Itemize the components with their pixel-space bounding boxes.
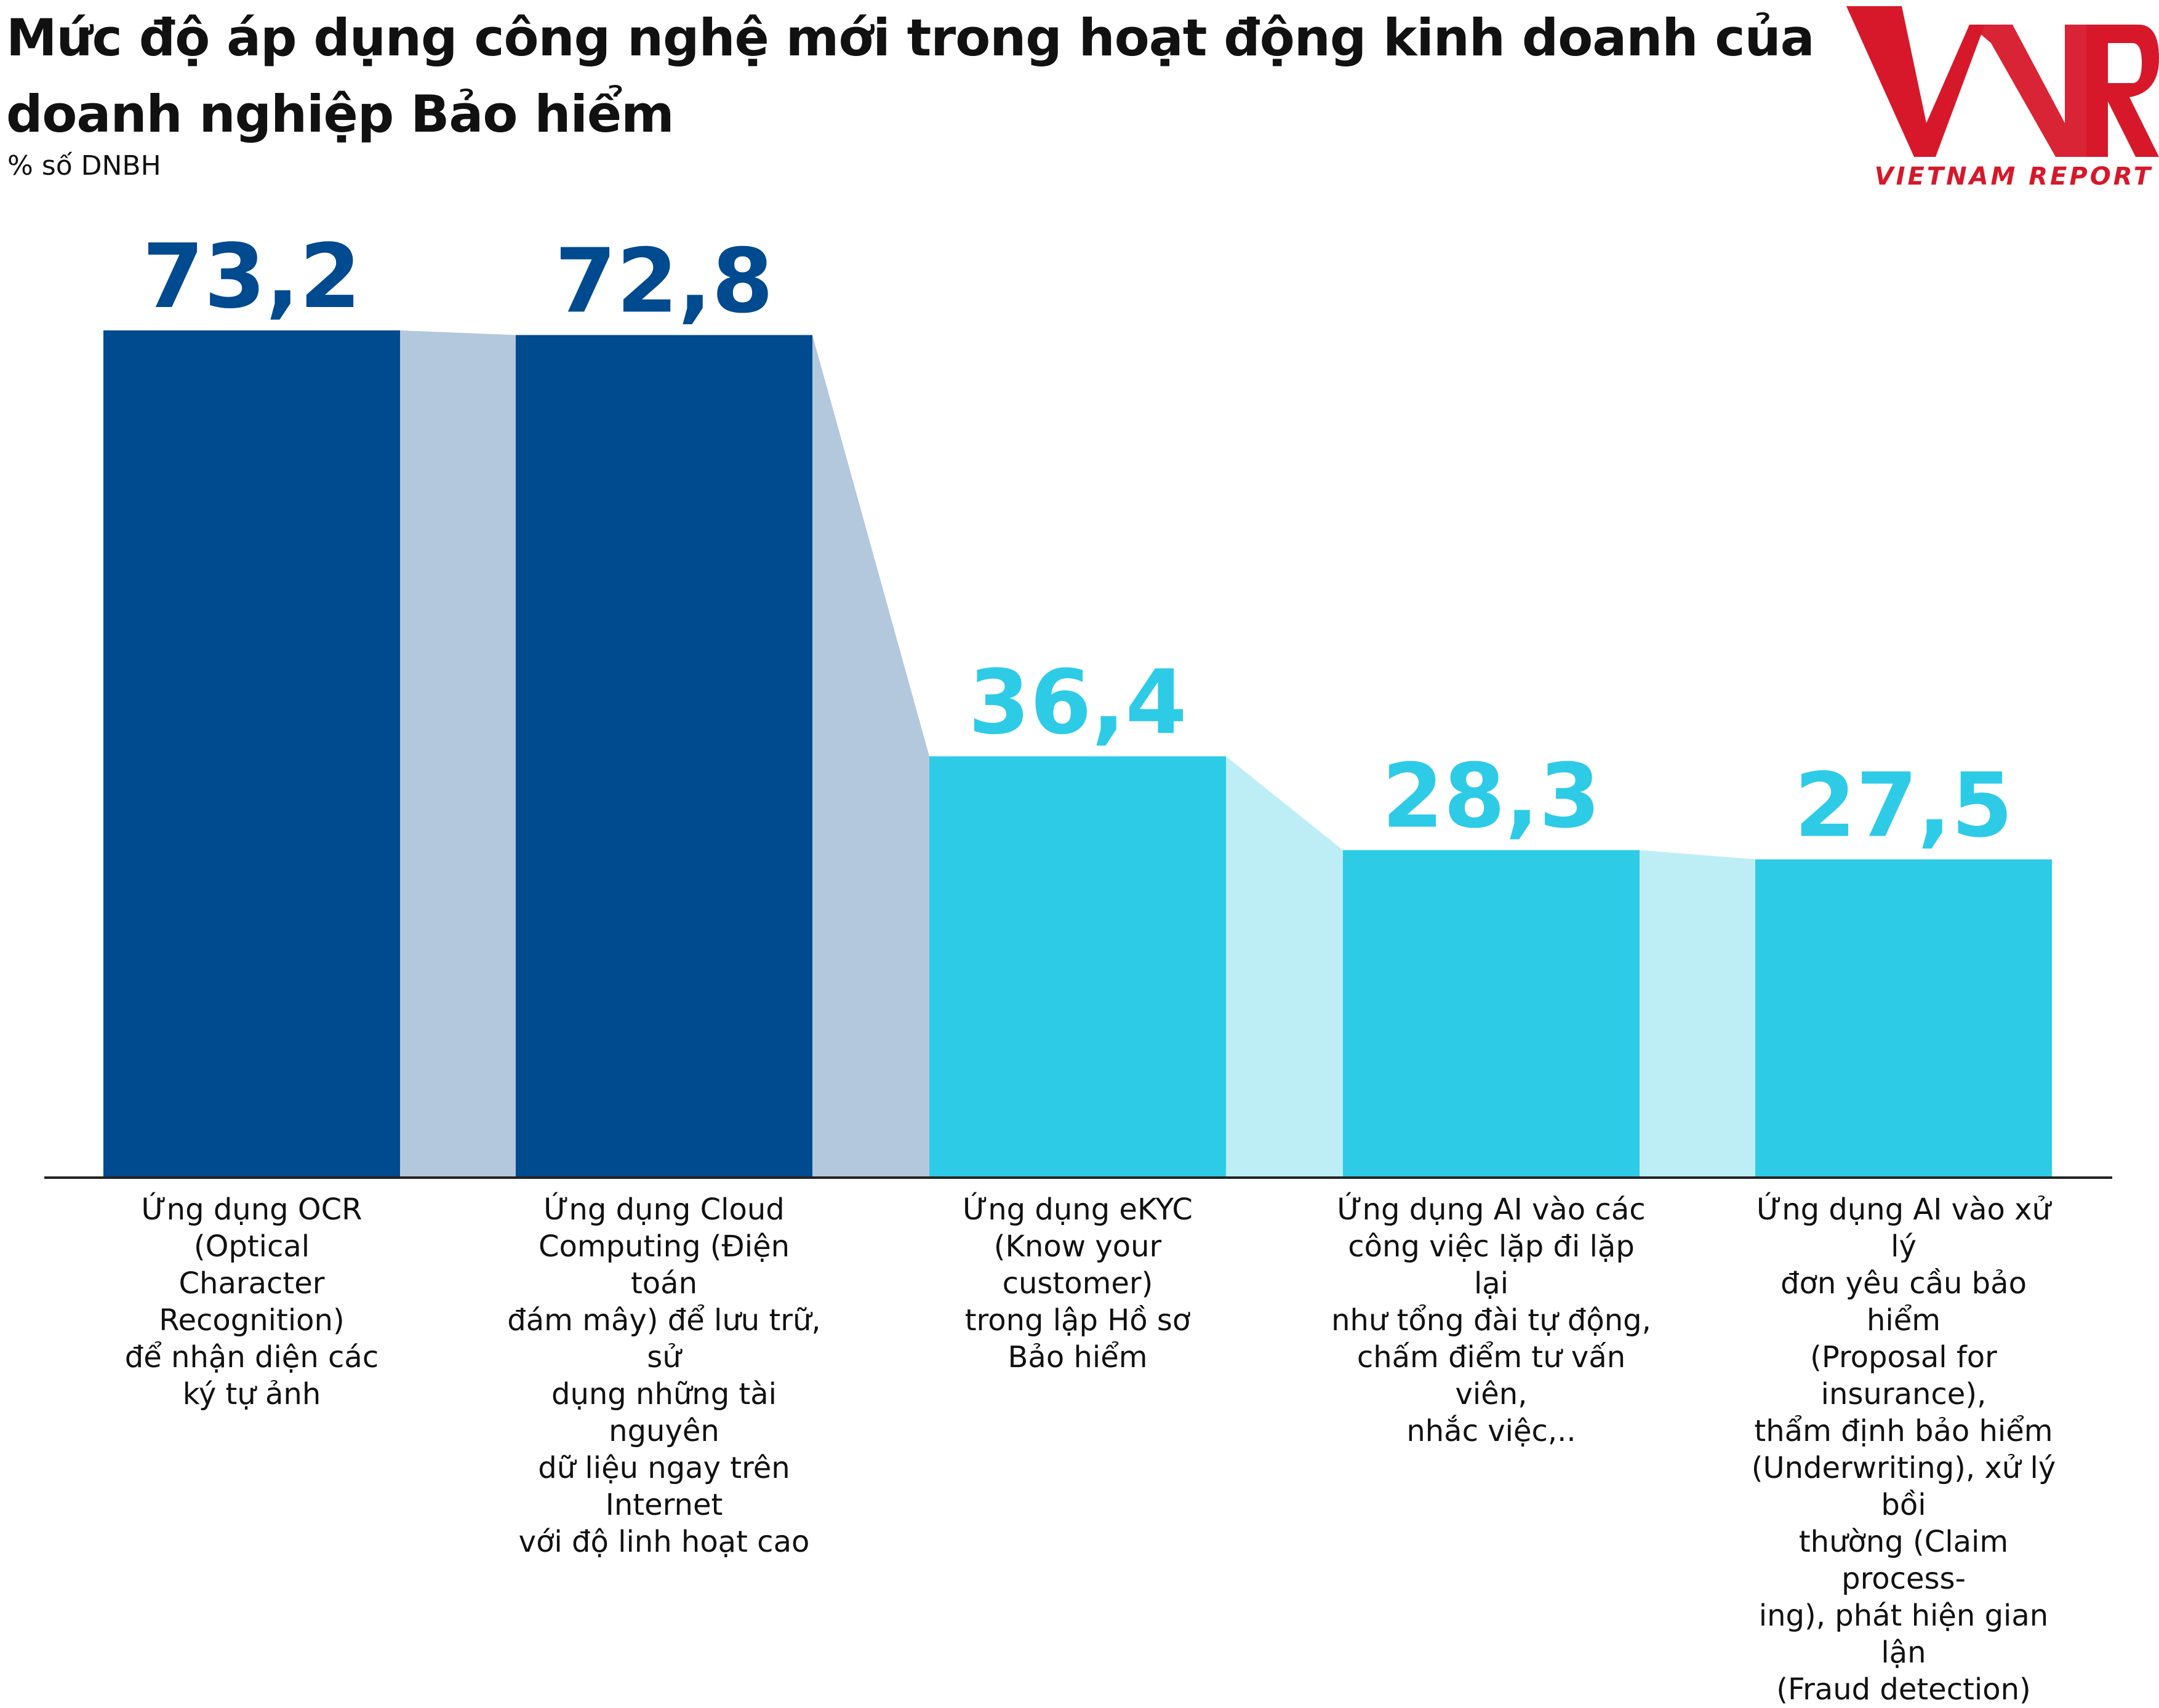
value-label: 28,3: [1382, 744, 1600, 848]
bar-connector: [400, 330, 516, 1178]
category-label: Ứng dụng Cloud Computing (Điện toán đám …: [507, 1192, 821, 1559]
chart-title: Mức độ áp dụng công nghệ mới trong hoạt …: [6, 8, 1815, 144]
vnr-logo-mark: [1846, 6, 2159, 157]
bar: [1343, 850, 1640, 1178]
bar: [103, 330, 400, 1178]
category-label: Ứng dụng eKYC (Know your customer) trong…: [963, 1192, 1193, 1375]
value-label: 36,4: [968, 650, 1187, 754]
bar-connector: [1226, 756, 1343, 1178]
bar: [516, 335, 812, 1178]
bar: [1755, 859, 2052, 1178]
category-label: Ứng dụng AI vào xử lý đơn yêu cầu bảo hi…: [1751, 1192, 2056, 1707]
bar-connector: [1640, 850, 1755, 1178]
value-label: 73,2: [142, 225, 361, 328]
bar-connector: [812, 335, 929, 1178]
vietnam-report-logo: VIETNAM REPORT: [1846, 6, 2159, 191]
bar: [929, 756, 1226, 1178]
value-label: 72,8: [555, 229, 773, 333]
value-label: 27,5: [1794, 754, 2013, 857]
chart-subtitle: % số DNBH: [7, 150, 161, 182]
bar-chart: 73,2 72,8 36,4 28,3 27,5: [44, 225, 2112, 1179]
category-label: Ứng dụng AI vào các công việc lặp đi lặp…: [1331, 1192, 1651, 1448]
logo-tagline: VIETNAM REPORT: [1875, 162, 2153, 191]
category-label: Ứng dụng OCR (Optical Character Recognit…: [124, 1192, 379, 1411]
